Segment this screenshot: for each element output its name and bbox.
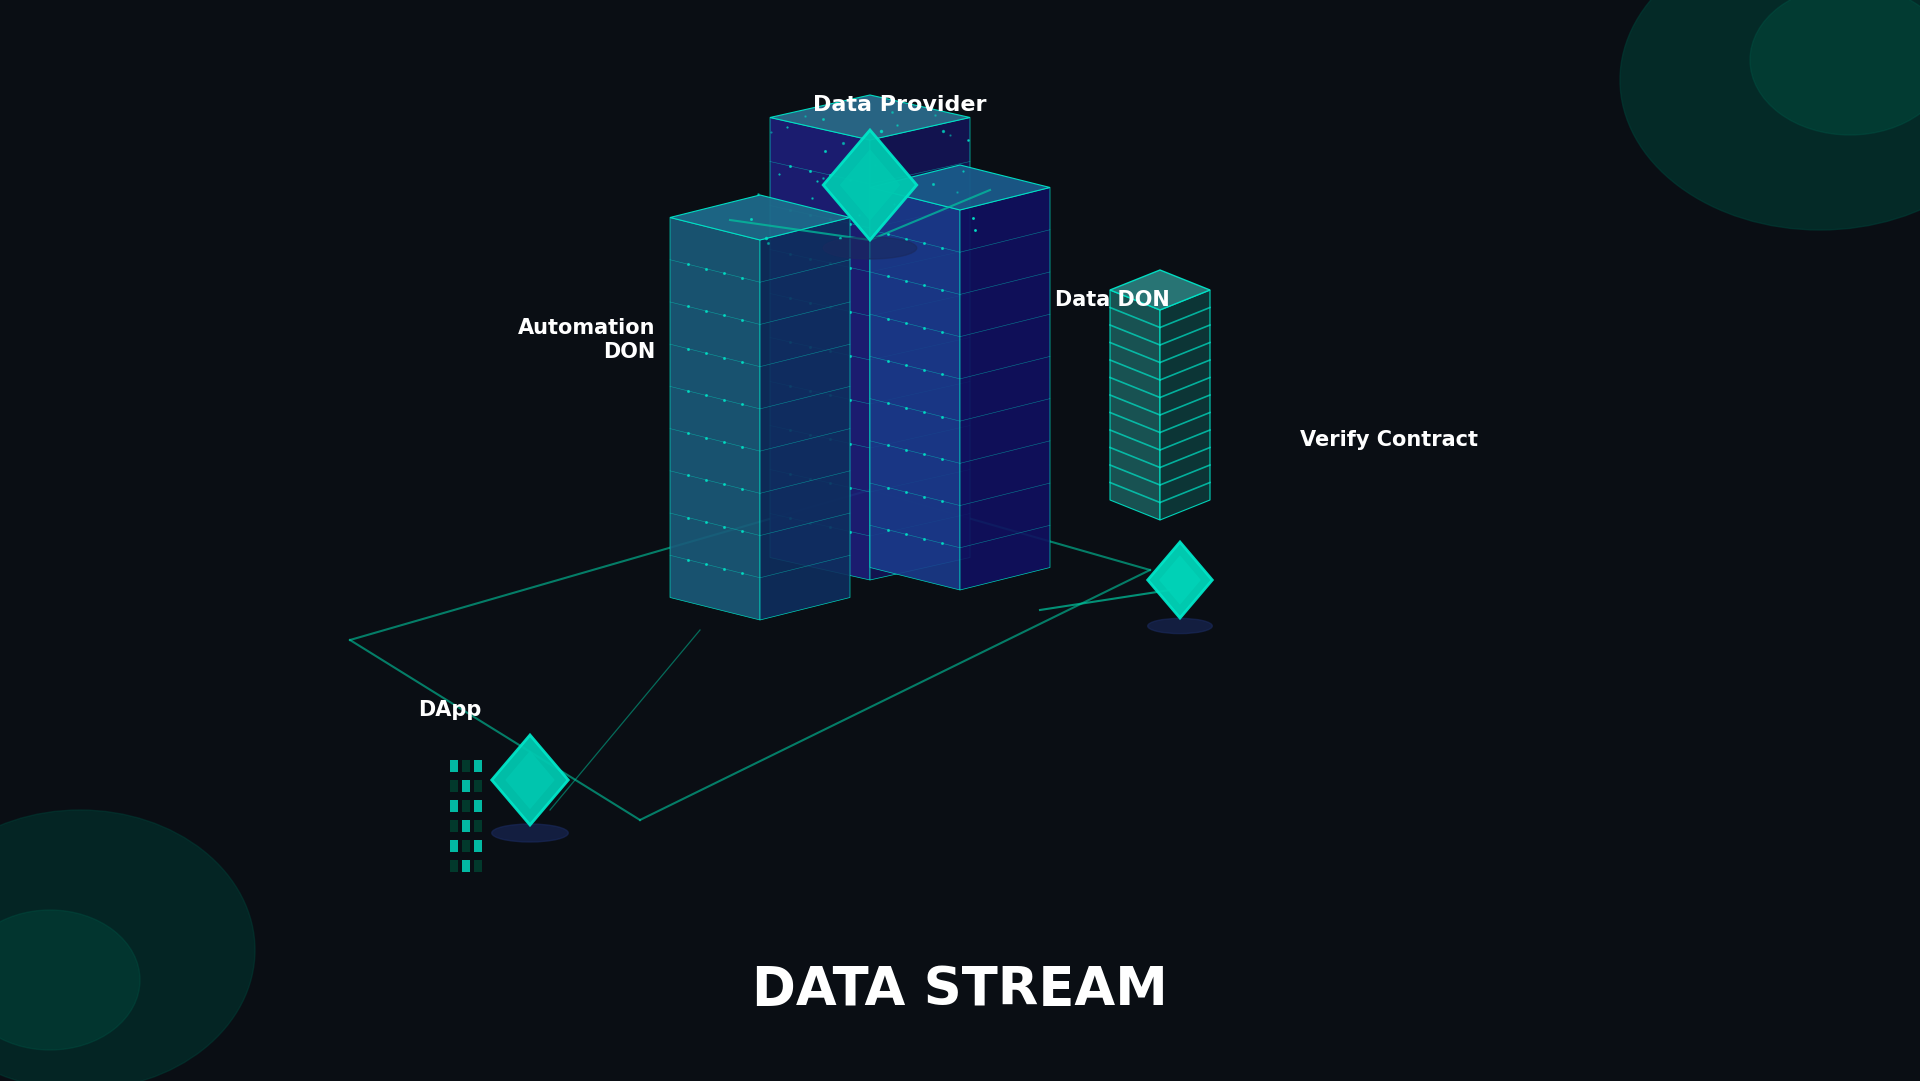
Bar — [463, 860, 470, 872]
Ellipse shape — [824, 237, 916, 259]
Polygon shape — [1148, 542, 1212, 618]
Bar — [449, 780, 459, 792]
Bar — [449, 860, 459, 872]
Text: Data DON: Data DON — [1054, 290, 1169, 310]
Bar — [474, 860, 482, 872]
Ellipse shape — [0, 910, 140, 1050]
Ellipse shape — [1148, 618, 1212, 633]
Polygon shape — [839, 149, 900, 221]
Text: Automation
DON: Automation DON — [518, 319, 655, 362]
Bar — [449, 840, 459, 852]
Bar — [463, 840, 470, 852]
Polygon shape — [670, 195, 851, 240]
Bar — [474, 800, 482, 812]
Polygon shape — [824, 130, 916, 240]
Bar — [463, 760, 470, 772]
Text: Verify Contract: Verify Contract — [1300, 430, 1478, 450]
Bar — [463, 800, 470, 812]
Polygon shape — [770, 95, 970, 141]
Bar — [463, 820, 470, 832]
Polygon shape — [870, 187, 960, 590]
Bar — [474, 780, 482, 792]
Polygon shape — [670, 217, 760, 620]
Text: Data Provider: Data Provider — [814, 95, 987, 115]
Polygon shape — [1110, 290, 1160, 520]
Bar — [474, 840, 482, 852]
Bar — [449, 820, 459, 832]
Polygon shape — [870, 118, 970, 580]
Polygon shape — [1110, 270, 1210, 310]
Polygon shape — [960, 187, 1050, 590]
Ellipse shape — [492, 824, 568, 842]
Bar — [474, 760, 482, 772]
Ellipse shape — [0, 810, 255, 1081]
Ellipse shape — [1620, 0, 1920, 230]
Bar — [463, 780, 470, 792]
Polygon shape — [1160, 556, 1200, 604]
Text: DApp: DApp — [419, 700, 482, 720]
Bar — [449, 760, 459, 772]
Polygon shape — [870, 165, 1050, 210]
Bar — [474, 820, 482, 832]
Polygon shape — [492, 735, 568, 825]
Bar — [449, 800, 459, 812]
Polygon shape — [1160, 290, 1210, 520]
Text: DATA STREAM: DATA STREAM — [753, 964, 1167, 1016]
Polygon shape — [505, 750, 555, 810]
Polygon shape — [770, 118, 870, 580]
Polygon shape — [760, 217, 851, 620]
Ellipse shape — [1749, 0, 1920, 135]
